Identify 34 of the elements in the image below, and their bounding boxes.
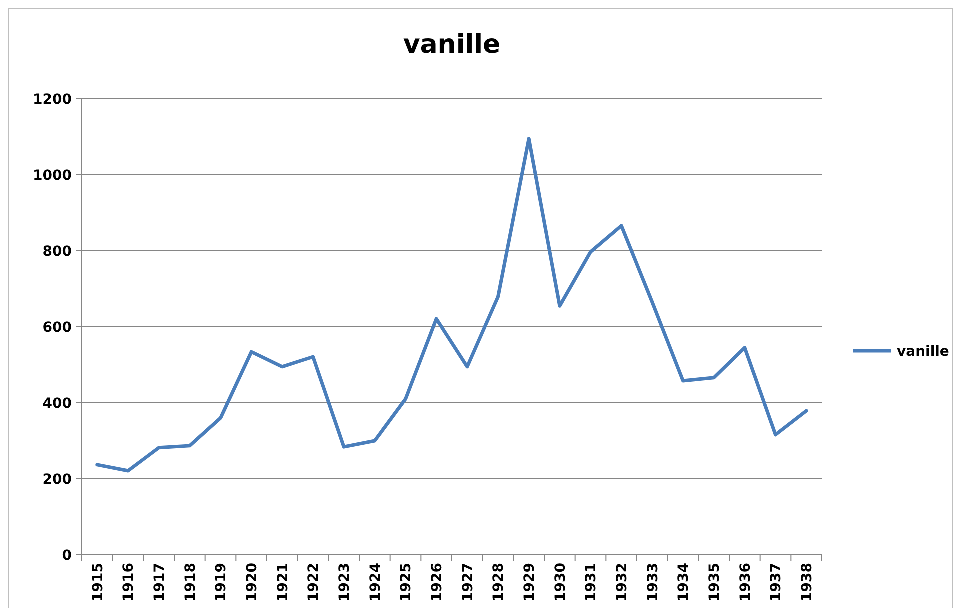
x-tick-label: 1921 — [275, 563, 292, 602]
x-tick-label: 1928 — [491, 563, 508, 602]
x-tick-label: 1922 — [306, 563, 322, 602]
x-tick-label: 1931 — [584, 563, 600, 602]
x-tick-label: 1937 — [768, 563, 785, 602]
legend-label: vanille — [897, 344, 950, 360]
x-tick-label: 1938 — [799, 563, 816, 602]
y-tick-label: 0 — [62, 548, 72, 564]
x-tick-label: 1932 — [614, 563, 630, 602]
x-tick-label: 1935 — [706, 563, 723, 602]
y-tick-label: 200 — [42, 472, 72, 488]
y-tick-label: 1200 — [33, 92, 72, 108]
y-tick-label: 1000 — [33, 168, 72, 184]
x-tick-label: 1925 — [398, 563, 415, 602]
x-tick-label: 1930 — [552, 562, 569, 602]
y-tick-label: 400 — [42, 396, 72, 412]
x-tick-label: 1936 — [738, 563, 754, 602]
x-tick-label: 1923 — [336, 563, 353, 602]
x-tick-label: 1917 — [152, 563, 168, 602]
x-tick-label: 1926 — [429, 563, 446, 602]
x-tick-label: 1918 — [182, 563, 199, 602]
x-tick-label: 1929 — [522, 563, 538, 602]
x-tick-label: 1919 — [214, 563, 230, 602]
y-tick-label: 800 — [42, 244, 72, 260]
x-tick-label: 1920 — [244, 562, 260, 602]
chart-title: vanille — [403, 30, 501, 60]
x-tick-label: 1934 — [676, 562, 692, 602]
x-tick-label: 1927 — [460, 563, 476, 602]
y-tick-label: 600 — [42, 320, 72, 336]
x-tick-label: 1924 — [368, 562, 384, 602]
x-tick-label: 1916 — [121, 563, 138, 602]
x-tick-label: 1915 — [90, 563, 106, 602]
line-series — [96, 137, 808, 473]
x-tick-label: 1933 — [645, 563, 662, 602]
